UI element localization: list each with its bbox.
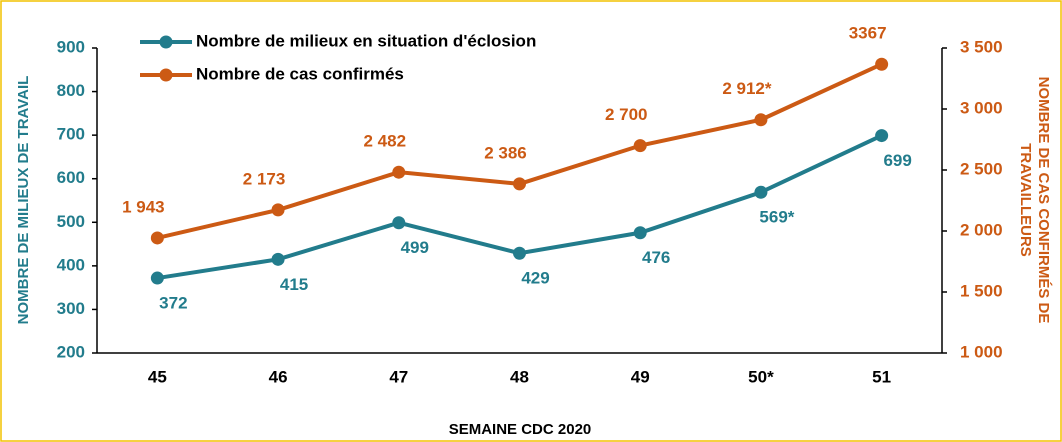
data-label: 3367 (849, 24, 887, 43)
y-axis-label: NOMBRE DE MILIEUX DE TRAVAIL (15, 76, 32, 325)
x-tick-label: 50* (748, 367, 774, 386)
marker (271, 252, 285, 266)
y2-tick-label: 2 500 (960, 159, 1003, 178)
y-tick-label: 900 (57, 37, 85, 56)
y-tick-label: 700 (57, 125, 85, 144)
marker (513, 177, 526, 191)
data-label: 415 (280, 275, 308, 294)
y2-tick-label: 2 000 (960, 220, 1003, 239)
marker (754, 185, 768, 199)
y-tick-label: 300 (57, 299, 85, 318)
y2-axis-label: NOMBRE DE CAS CONFIRMÉS DE (1035, 77, 1052, 324)
data-label: 699 (883, 151, 911, 170)
y2-axis-label: TRAVAILLEURS (1017, 143, 1034, 257)
x-tick-label: 47 (389, 367, 408, 386)
legend-marker (159, 35, 173, 49)
marker (150, 231, 164, 245)
x-axis-label: SEMAINE CDC 2020 (449, 421, 592, 438)
x-tick-label: 45 (148, 367, 167, 386)
x-tick-label: 49 (631, 367, 650, 386)
y-tick-label: 600 (57, 168, 85, 187)
data-label: 2 700 (605, 105, 648, 124)
y2-tick-label: 3 000 (960, 98, 1003, 117)
y2-tick-label: 1 000 (960, 342, 1003, 361)
x-tick-label: 48 (510, 367, 529, 386)
y-tick-label: 200 (57, 342, 85, 361)
y2-tick-label: 1 500 (960, 281, 1003, 300)
y-tick-label: 500 (57, 212, 85, 231)
marker (392, 165, 406, 179)
marker (271, 203, 285, 217)
y2-tick-label: 3 500 (960, 37, 1003, 56)
x-tick-label: 51 (872, 367, 891, 386)
legend-marker (159, 68, 173, 82)
data-label: 569* (759, 208, 794, 227)
marker (513, 246, 526, 260)
marker (392, 216, 406, 230)
data-label: 429 (521, 269, 549, 288)
data-label: 2 386 (484, 143, 527, 162)
marker (633, 139, 647, 153)
legend-label: Nombre de cas confirmés (196, 64, 404, 83)
data-label: 2 912* (722, 79, 772, 98)
marker (150, 271, 164, 285)
y-tick-label: 800 (57, 81, 85, 100)
marker (875, 57, 889, 71)
marker (633, 226, 647, 240)
data-label: 499 (401, 238, 429, 257)
legend-label: Nombre de milieux en situation d'éclosio… (196, 31, 536, 50)
data-label: 1 943 (122, 197, 165, 216)
data-label: 476 (642, 248, 670, 267)
data-label: 372 (159, 294, 187, 313)
marker (875, 129, 889, 143)
y-tick-label: 400 (57, 255, 85, 274)
data-label: 2 482 (364, 132, 407, 151)
data-label: 2 173 (243, 169, 286, 188)
marker (754, 113, 768, 127)
x-tick-label: 46 (269, 367, 288, 386)
